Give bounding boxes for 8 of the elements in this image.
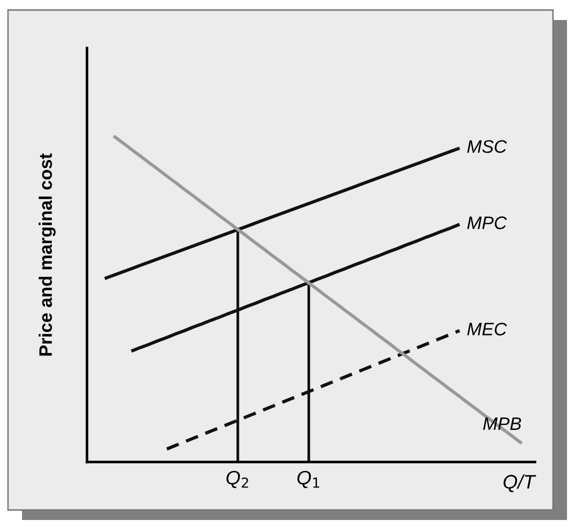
series-label: MSC xyxy=(467,140,507,153)
x-tick-label: Q$_{1}$ xyxy=(297,470,320,488)
series-label: MPC xyxy=(467,216,507,230)
x-axis-title: Q/T xyxy=(504,474,536,492)
series-label: MEC xyxy=(467,322,507,336)
x-tick-label: Q$_{2}$ xyxy=(226,470,248,488)
series-label: MPB xyxy=(483,417,522,430)
y-axis-title: Price and marginal cost xyxy=(38,153,56,356)
